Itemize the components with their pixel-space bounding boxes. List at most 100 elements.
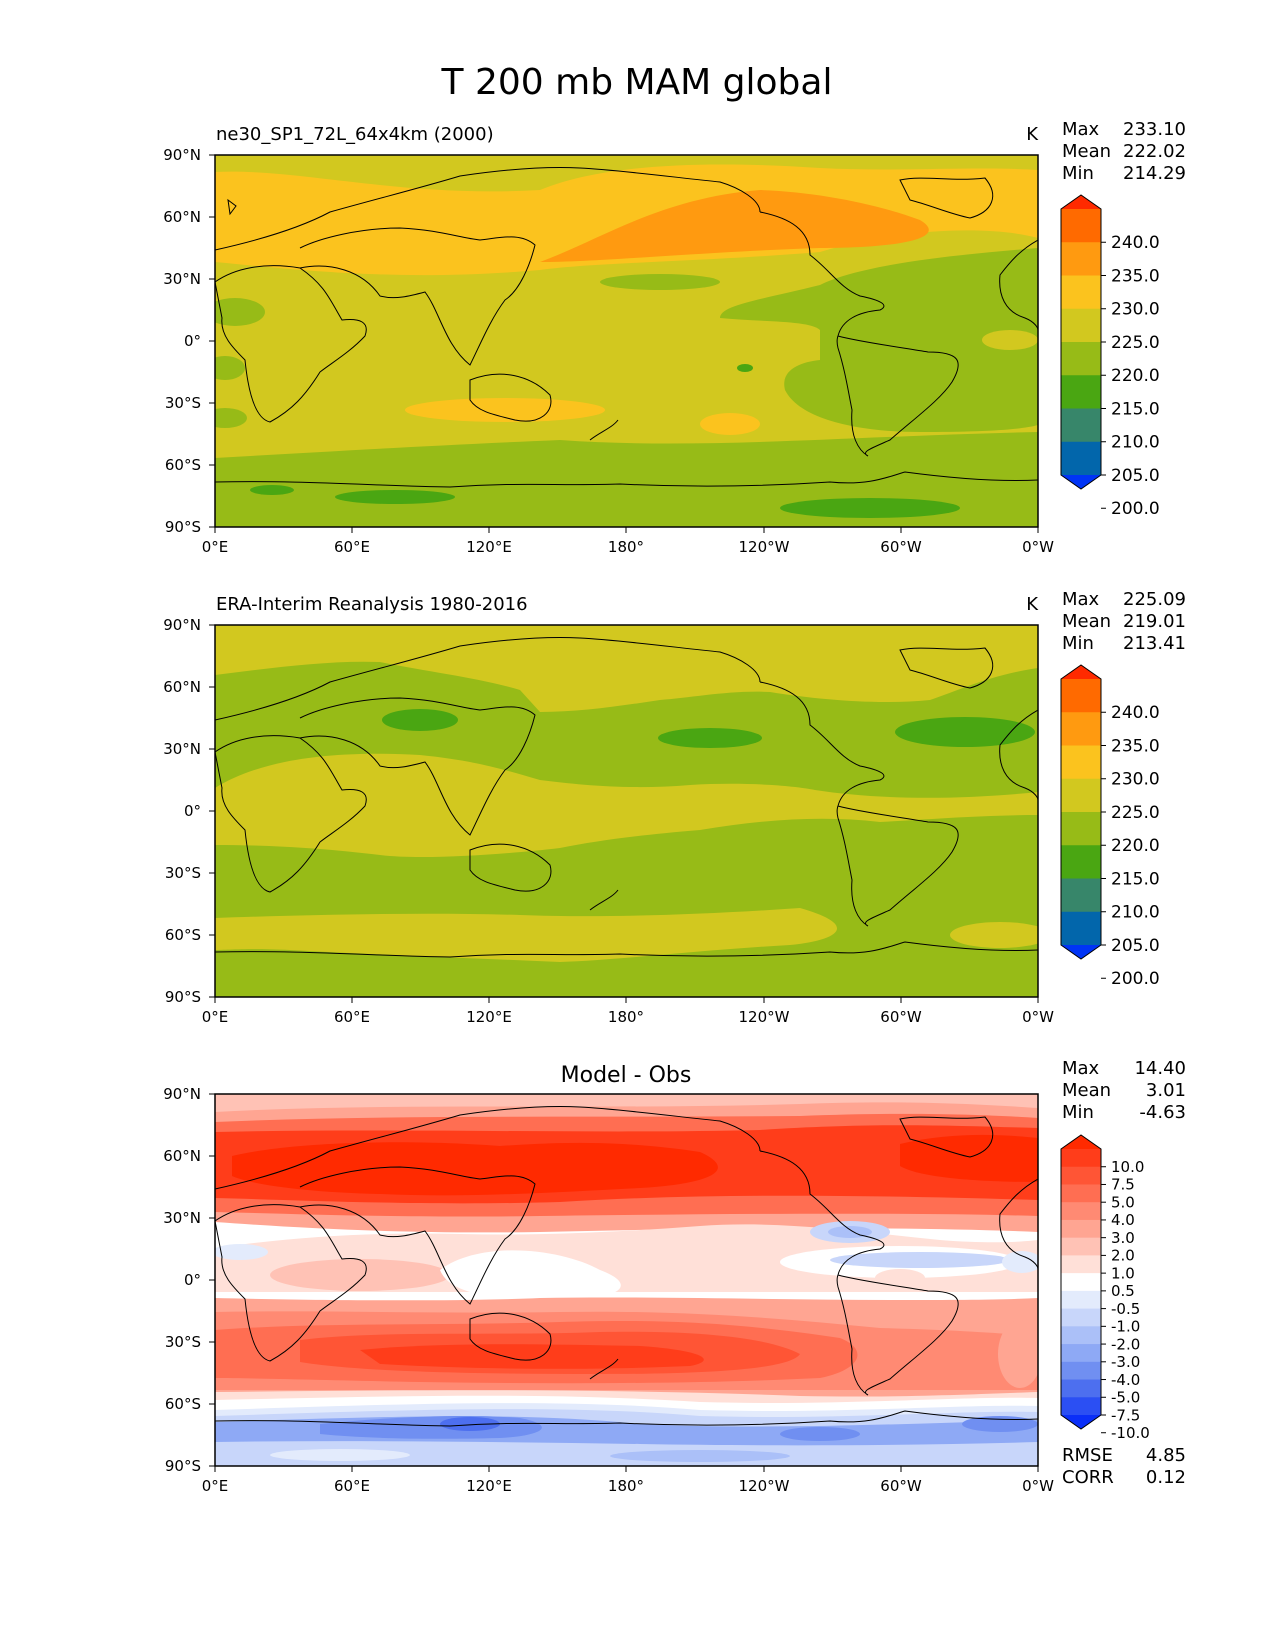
y-axis-ticks: 90°N 60°N 30°N 0° 30°S 60°S 90°S <box>163 1085 215 1475</box>
colorbar-segment <box>1061 275 1101 310</box>
y-tick-label: 0° <box>184 332 201 350</box>
x-tick-label: 120°E <box>466 538 512 556</box>
y-tick-label: 30°S <box>165 864 201 882</box>
colorbar-tick-label: 210.0 <box>1111 903 1160 923</box>
skill-scores: RMSE 4.85 CORR 0.12 <box>1062 1445 1186 1488</box>
stat-max-value: 225.09 <box>1123 589 1186 610</box>
colorbar-tick-label: 240.0 <box>1111 233 1160 253</box>
colorbar-segment <box>1061 1308 1101 1327</box>
colorbar-segment <box>1061 209 1101 243</box>
x-tick-label: 180° <box>608 1477 644 1495</box>
colorbar-tick-label: 200.0 <box>1111 969 1160 989</box>
stats-block: Max 14.40 Mean 3.01 Min -4.63 <box>1062 1058 1186 1123</box>
stats-block: Max 233.10 Mean 222.02 Min 214.29 <box>1062 119 1186 184</box>
stat-min-value: 214.29 <box>1123 163 1186 184</box>
stat-min-value: -4.63 <box>1139 1102 1186 1123</box>
colorbar-segment <box>1061 342 1101 376</box>
y-tick-label: 60°S <box>165 926 201 944</box>
colorbar-segment <box>1061 1166 1101 1185</box>
y-tick-label: 90°S <box>165 988 201 1006</box>
panel-title: ne30_SP1_72L_64x4km (2000) <box>216 124 494 145</box>
colorbar-tick-label: -3.0 <box>1111 1353 1140 1371</box>
colorbar-tick-label: -5.0 <box>1111 1389 1140 1407</box>
y-tick-label: 90°N <box>163 1085 201 1103</box>
colorbar-tick-label: -0.5 <box>1111 1300 1140 1318</box>
stats-block: Max 225.09 Mean 219.01 Min 213.41 <box>1062 589 1186 654</box>
y-tick-label: 90°S <box>165 1457 201 1475</box>
colorbar-segment <box>1061 1184 1101 1203</box>
colorbar-extension-min <box>1061 475 1101 489</box>
colorbar-extension-max <box>1061 195 1101 209</box>
y-tick-label: 30°S <box>165 394 201 412</box>
y-axis-ticks: 90°N 60°N 30°N 0° 30°S 60°S 90°S <box>163 146 215 536</box>
colorbar-tick-label: 225.0 <box>1111 803 1160 823</box>
colorbar-tick-label: 220.0 <box>1111 366 1160 386</box>
stat-min-label: Min <box>1062 163 1094 184</box>
colorbar-segment <box>1061 441 1101 476</box>
colorbar-segment <box>1061 1379 1101 1398</box>
stat-min-value: 213.41 <box>1123 633 1186 654</box>
stat-mean-value: 219.01 <box>1123 611 1186 632</box>
colorbar-segment <box>1061 1202 1101 1221</box>
y-tick-label: 30°S <box>165 1333 201 1351</box>
colorbar-segment <box>1061 1219 1101 1239</box>
colorbar-segment <box>1061 1397 1101 1416</box>
colorbar-segment <box>1061 1290 1101 1310</box>
x-axis-ticks: 0°E 60°E 120°E 180° 120°W 60°W 0°W <box>202 997 1054 1026</box>
colorbar-segment <box>1061 845 1101 879</box>
colorbar: 240.0 235.0 230.0 225.0 220.0 215.0 210.0 205.0… <box>1060 664 1160 989</box>
units-label: K <box>1026 124 1039 145</box>
x-tick-label: 120°W <box>739 1477 790 1495</box>
colorbar-tick-label: 230.0 <box>1111 770 1160 790</box>
colorbar-tick-label: 235.0 <box>1111 736 1160 756</box>
x-tick-label: 0°E <box>202 1477 229 1495</box>
colorbar-tick-label: 205.0 <box>1111 936 1160 956</box>
x-tick-label: 0°W <box>1022 1008 1054 1026</box>
x-axis-ticks: 0°E 60°E 120°E 180° 120°W 60°W 0°W <box>202 1466 1054 1495</box>
y-tick-label: 30°N <box>163 1209 201 1227</box>
x-tick-label: 120°W <box>739 1008 790 1026</box>
colorbar-segment <box>1061 242 1101 276</box>
stat-mean-label: Mean <box>1062 141 1111 162</box>
x-tick-label: 0°E <box>202 1008 229 1026</box>
colorbar-tick-label: 4.0 <box>1111 1211 1135 1229</box>
colorbar-segment <box>1061 1237 1101 1256</box>
colorbar-tick-label: -7.5 <box>1111 1406 1140 1424</box>
colorbar-segment <box>1061 1255 1101 1274</box>
colorbar-tick-label: 5.0 <box>1111 1193 1135 1211</box>
map-field <box>215 625 1038 997</box>
colorbar-tick-label: 3.0 <box>1111 1229 1135 1247</box>
panel-title: Model - Obs <box>561 1063 692 1088</box>
stat-mean-label: Mean <box>1062 1080 1111 1101</box>
colorbar-tick-label: 220.0 <box>1111 836 1160 856</box>
stat-mean-label: Mean <box>1062 611 1111 632</box>
y-tick-label: 30°N <box>163 270 201 288</box>
x-tick-label: 60°W <box>880 538 922 556</box>
colorbar-segment <box>1061 878 1101 913</box>
x-tick-label: 0°W <box>1022 1477 1054 1495</box>
colorbar-segment <box>1061 308 1101 343</box>
colorbar-segment <box>1061 1149 1101 1168</box>
x-tick-label: 60°E <box>334 538 370 556</box>
y-tick-label: 0° <box>184 802 201 820</box>
panel-title: ERA-Interim Reanalysis 1980-2016 <box>216 594 528 615</box>
x-tick-label: 60°E <box>334 1008 370 1026</box>
stat-mean-value: 222.02 <box>1123 141 1186 162</box>
colorbar-segment <box>1061 408 1101 443</box>
y-tick-label: 60°S <box>165 456 201 474</box>
colorbar-tick-label: 0.5 <box>1111 1282 1135 1300</box>
colorbar-tick-label: 200.0 <box>1111 499 1160 519</box>
colorbar: 10.07.55.04.03.02.01.00.5-0.5-1.0-2.0-3.… <box>1060 1134 1150 1442</box>
colorbar-tick-label: 10.0 <box>1111 1158 1144 1176</box>
x-tick-label: 180° <box>608 538 644 556</box>
colorbar-segment <box>1061 1344 1101 1363</box>
colorbar-tick-label: 7.5 <box>1111 1176 1135 1194</box>
stat-max-value: 14.40 <box>1134 1058 1186 1079</box>
stat-mean-value: 3.01 <box>1146 1080 1186 1101</box>
figure-title: T 200 mb MAM global <box>441 62 833 103</box>
y-tick-label: 60°N <box>163 1147 201 1165</box>
colorbar-segment <box>1061 778 1101 813</box>
x-axis-ticks: 0°E 60°E 120°E 180° 120°W 60°W 0°W <box>202 527 1054 556</box>
x-tick-label: 120°E <box>466 1008 512 1026</box>
